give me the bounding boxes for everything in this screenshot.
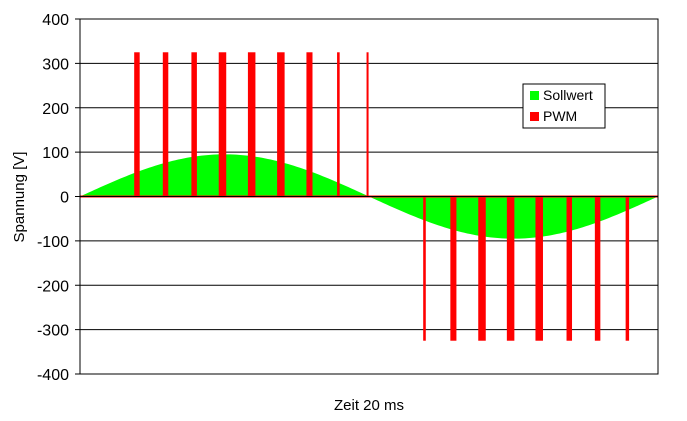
legend: Sollwert PWM [522, 83, 606, 129]
pwm-pulse-bar [478, 196, 486, 341]
y-tick-label: 100 [42, 145, 69, 162]
pwm-pulse-bar [566, 196, 573, 341]
legend-swatch-pwm [530, 112, 539, 121]
pwm-pulse-bar [423, 196, 426, 341]
legend-label-pwm: PWM [543, 108, 577, 124]
pwm-pulse-bar [306, 52, 313, 197]
pwm-pulse-bar [191, 52, 197, 197]
pwm-pulse-bar [450, 196, 457, 341]
pwm-pulse-bar [366, 52, 369, 197]
pwm-pulse-bar [506, 196, 515, 341]
y-tick-label: 300 [42, 56, 69, 73]
pwm-pulse-bar [134, 52, 140, 197]
y-tick-label: -400 [37, 367, 69, 384]
pwm-pulse-bar [535, 196, 543, 341]
y-tick-label: -200 [37, 278, 69, 295]
pwm-pulse-bar [247, 52, 256, 197]
legend-swatch-sollwert [530, 91, 539, 100]
y-tick-label: 200 [42, 101, 69, 118]
y-axis-ticks: 400 300 200 100 0 -100 -200 -300 -400 [37, 12, 80, 384]
pwm-pulse-bar [218, 52, 227, 197]
pwm-pulse-bar [594, 196, 601, 341]
y-tick-label: 0 [60, 190, 69, 207]
y-tick-label: 400 [42, 12, 69, 29]
pwm-pulse-bar [162, 52, 169, 197]
y-tick-label: -300 [37, 323, 69, 340]
y-tick-label: -100 [37, 234, 69, 251]
pwm-pulse-bar [625, 196, 630, 341]
pwm-pulse-bar [337, 52, 340, 197]
y-axis-label: Spannung [V] [11, 152, 28, 243]
legend-label-sollwert: Sollwert [543, 87, 593, 103]
pwm-pulse-bar [277, 52, 285, 197]
x-axis-label: Zeit 20 ms [334, 397, 404, 414]
